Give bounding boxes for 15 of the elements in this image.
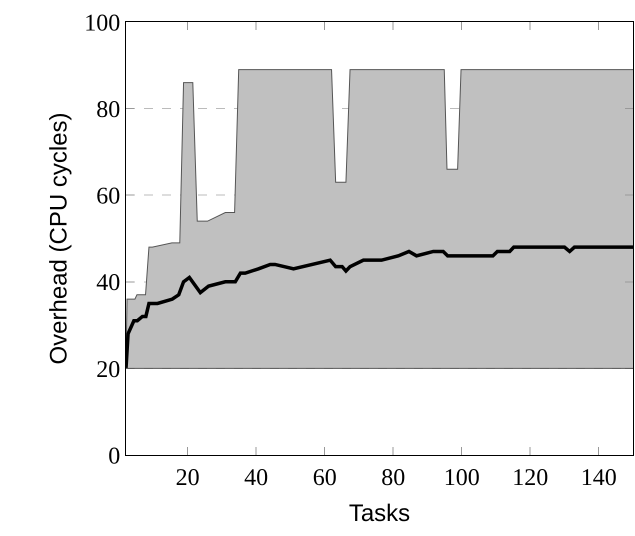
y-tick-label: 20	[96, 356, 120, 383]
x-tick-label: 100	[444, 464, 480, 491]
x-tick-label: 20	[176, 464, 200, 491]
y-tick-label: 100	[84, 10, 120, 36]
x-axis-title: Tasks	[348, 500, 410, 528]
y-axis-title: Overhead (CPU cycles)	[45, 112, 72, 365]
y-tick-label: 80	[96, 97, 120, 123]
y-tick-label: 40	[96, 270, 120, 296]
y-tick-label: 60	[96, 184, 120, 210]
y-tick-label: 0	[108, 443, 120, 470]
x-tick-label: 120	[512, 464, 548, 491]
x-tick-label: 80	[381, 464, 406, 491]
x-tick-label: 60	[312, 464, 337, 491]
x-tick-label: 40	[244, 464, 268, 491]
x-tick-label: 140	[580, 464, 617, 491]
